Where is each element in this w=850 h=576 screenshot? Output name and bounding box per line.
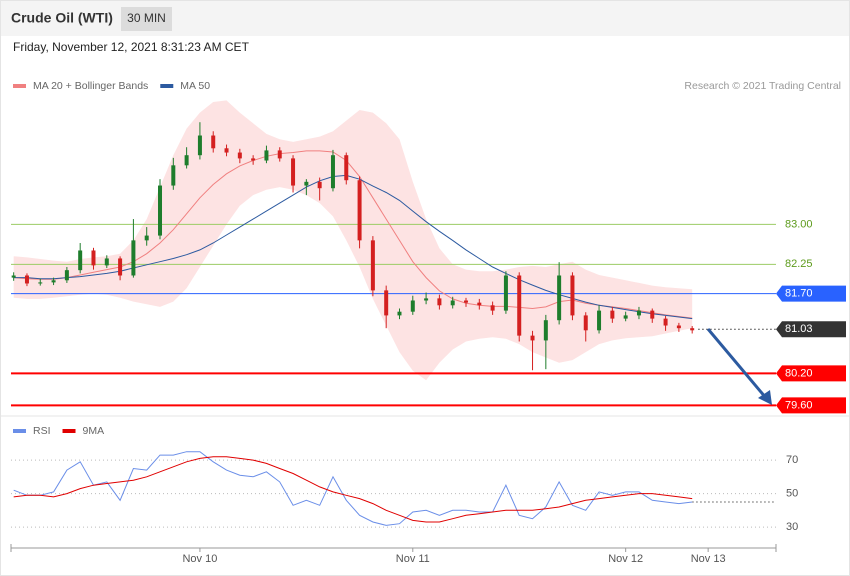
candle-body bbox=[158, 185, 163, 236]
candle-body bbox=[91, 250, 96, 266]
candle-body bbox=[291, 158, 296, 186]
legend-label: MA 50 bbox=[180, 80, 210, 92]
legend-label: RSI bbox=[33, 425, 51, 437]
candle-body bbox=[424, 298, 429, 301]
level-label: 80.20 bbox=[785, 367, 813, 379]
ma20-line bbox=[13, 150, 693, 319]
x-tick-label: Nov 10 bbox=[182, 553, 217, 565]
candle-body bbox=[104, 258, 109, 266]
level-box bbox=[776, 365, 846, 382]
candle-body bbox=[330, 155, 335, 189]
y-tick-label: 50 bbox=[786, 487, 798, 499]
candle-body bbox=[557, 275, 562, 321]
candle-body bbox=[118, 258, 123, 276]
candle-body bbox=[690, 328, 695, 331]
candle-body bbox=[437, 298, 442, 306]
candle-body bbox=[277, 150, 282, 159]
x-tick-label: Nov 12 bbox=[608, 553, 643, 565]
forecast-arrowhead bbox=[758, 390, 772, 405]
candle-body bbox=[78, 250, 83, 271]
candle-body bbox=[264, 150, 269, 161]
candle-body bbox=[251, 158, 256, 161]
level-label: 81.03 bbox=[785, 323, 813, 335]
timestamp: Friday, November 12, 2021 8:31:23 AM CET bbox=[13, 40, 250, 54]
series-line bbox=[13, 456, 693, 523]
forecast-arrow bbox=[706, 328, 768, 399]
candle-body bbox=[623, 315, 628, 319]
level-label: 81.70 bbox=[785, 287, 813, 299]
candle-body bbox=[357, 180, 362, 241]
level-label: 82.25 bbox=[785, 258, 813, 270]
title: Crude Oil (WTI) bbox=[11, 10, 113, 26]
legend-swatch bbox=[62, 429, 76, 433]
level-box bbox=[776, 321, 846, 338]
candle-body bbox=[543, 320, 548, 341]
candle-body bbox=[610, 310, 615, 319]
interval-box bbox=[121, 7, 172, 31]
level-box bbox=[776, 285, 846, 302]
y-tick-label: 30 bbox=[786, 521, 798, 533]
level-box bbox=[776, 397, 846, 414]
ma50-line bbox=[13, 174, 693, 320]
candle-body bbox=[11, 275, 16, 278]
candle-body bbox=[597, 310, 602, 331]
legend-swatch bbox=[13, 84, 26, 88]
candle-body bbox=[583, 315, 588, 331]
interval: 30 MIN bbox=[127, 11, 166, 25]
candle-body bbox=[24, 275, 29, 284]
candle-body bbox=[38, 282, 43, 284]
level-label: 83.00 bbox=[785, 218, 813, 230]
candle-body bbox=[304, 181, 309, 186]
x-tick-label: Nov 11 bbox=[396, 553, 430, 565]
level-label: 79.60 bbox=[785, 399, 813, 411]
legend-label: 9MA bbox=[83, 425, 105, 437]
candle-body bbox=[410, 300, 415, 312]
candle-body bbox=[184, 155, 189, 166]
candle-body bbox=[171, 165, 176, 186]
candle-body bbox=[450, 300, 455, 306]
candle-body bbox=[570, 275, 575, 316]
legend-swatch bbox=[160, 84, 174, 88]
legend-label: MA 20 + Bollinger Bands bbox=[33, 80, 148, 92]
candle-body bbox=[650, 310, 655, 319]
candle-body bbox=[51, 280, 56, 283]
candle-body bbox=[344, 155, 349, 181]
candle-body bbox=[517, 275, 522, 336]
candle-body bbox=[131, 240, 136, 276]
bollinger-band bbox=[13, 100, 693, 381]
candle-body bbox=[211, 135, 216, 149]
candle-body bbox=[397, 311, 402, 316]
candle-body bbox=[477, 302, 482, 306]
candle-body bbox=[636, 310, 641, 316]
candle-body bbox=[317, 181, 322, 189]
candle-body bbox=[197, 135, 202, 156]
candle-body bbox=[676, 325, 681, 329]
candle-body bbox=[370, 240, 375, 291]
candle-body bbox=[144, 235, 149, 241]
series-line bbox=[13, 451, 693, 526]
candle-body bbox=[490, 305, 495, 311]
x-tick-label: Nov 13 bbox=[691, 553, 726, 565]
candle-body bbox=[384, 290, 389, 316]
y-tick-label: 70 bbox=[786, 454, 798, 466]
legend-swatch bbox=[13, 429, 26, 433]
candle-body bbox=[663, 318, 668, 326]
candle-body bbox=[503, 275, 508, 311]
candle-body bbox=[464, 300, 469, 303]
candle-body bbox=[64, 270, 69, 281]
candle-body bbox=[530, 335, 535, 341]
candle-body bbox=[237, 152, 242, 159]
candle-body bbox=[224, 148, 229, 153]
credit: Research © 2021 Trading Central bbox=[684, 80, 841, 92]
